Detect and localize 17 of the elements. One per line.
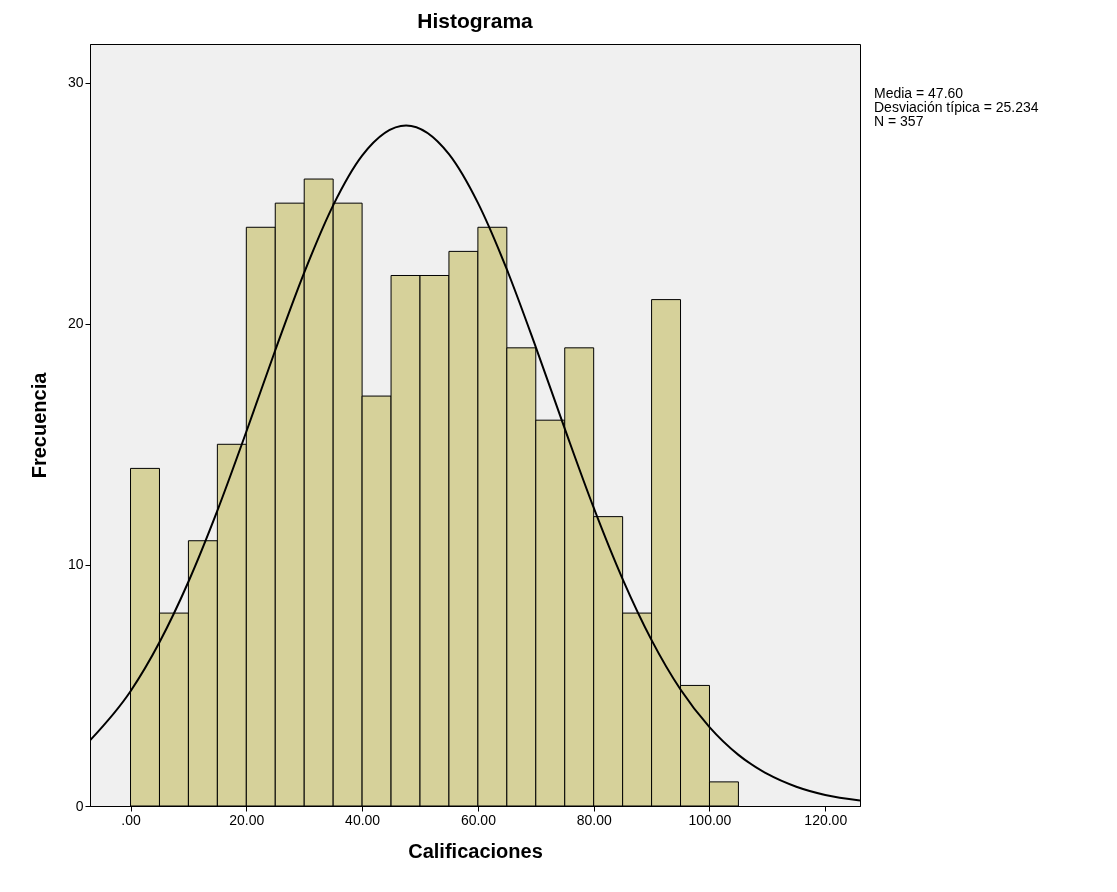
y-tick-label: 0 — [75, 797, 84, 814]
x-tick-label: 100.00 — [688, 811, 732, 828]
y-axis-title: Frecuencia — [27, 371, 50, 479]
text: N = 357 — [874, 113, 924, 129]
y-tick-label: 20 — [67, 315, 84, 332]
x-tick-label: 20.00 — [229, 811, 265, 828]
x-tick-label: 120.00 — [804, 811, 848, 828]
y-tick-label: 10 — [67, 556, 84, 573]
x-tick-label: .00 — [121, 811, 141, 828]
text: Media = 47.60 — [874, 85, 964, 101]
text: Desviación típica = 25.234 — [874, 99, 1039, 115]
y-tick-label: 30 — [67, 74, 84, 91]
chart-title: Histograma — [417, 9, 534, 32]
x-axis-title: Calificaciones — [408, 839, 543, 862]
x-tick-label: 80.00 — [576, 811, 612, 828]
x-tick-label: 40.00 — [345, 811, 381, 828]
x-tick-label: 60.00 — [460, 811, 497, 828]
